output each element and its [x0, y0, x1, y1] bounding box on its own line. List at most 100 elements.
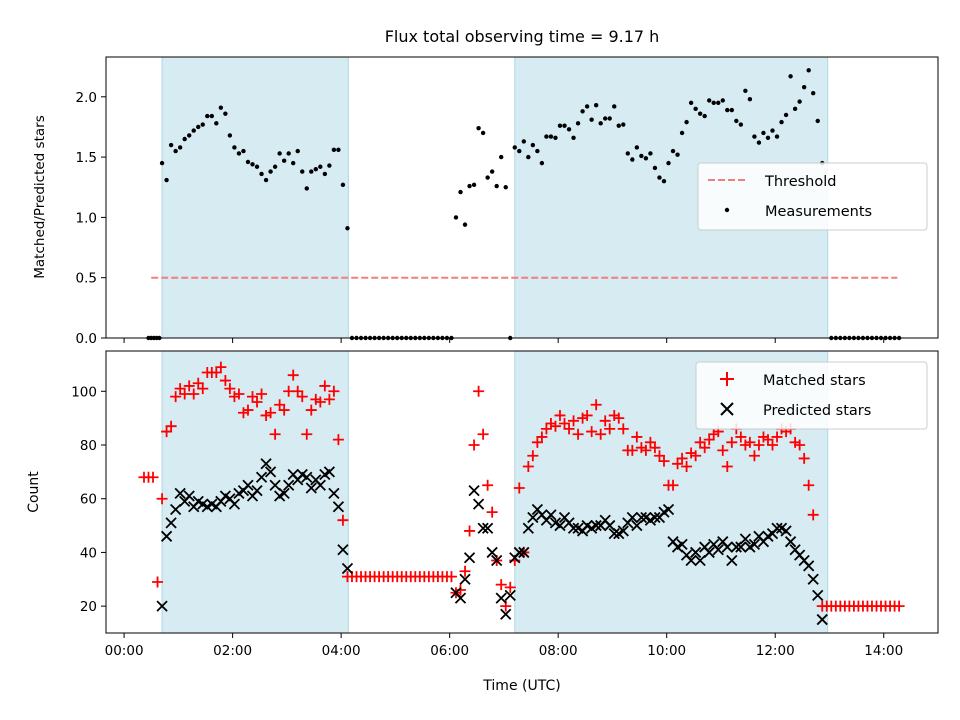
- measurement-point: [205, 113, 210, 119]
- measurement-point: [811, 90, 816, 96]
- measurement-point: [227, 133, 233, 138]
- measurement-point: [544, 134, 549, 139]
- matched-star-point: [459, 565, 471, 577]
- matched-star-point: [626, 444, 638, 456]
- measurement-point: [625, 151, 631, 156]
- matched-star-point: [251, 396, 263, 408]
- measurement-point: [548, 134, 554, 139]
- top-y-tick-label: 1.5: [76, 150, 97, 166]
- matched-star-point: [771, 431, 783, 443]
- measurement-point: [792, 106, 798, 112]
- matched-star-point: [676, 452, 688, 464]
- chart-title: Flux total observing time = 9.17 h: [385, 27, 660, 46]
- predicted-star-point: [332, 501, 345, 513]
- top-y-ticks: 0.0 0.5 1.0 1.5 2.0: [76, 90, 106, 347]
- measurement-point: [630, 157, 635, 162]
- bottom-x-ticks: 00:00 02:00 04:00 06:00 08:00 10:00 12:00 14:00: [105, 633, 903, 659]
- x-tick-label: 06:00: [430, 643, 469, 659]
- predicted-star-point: [617, 525, 629, 537]
- measurement-point: [236, 151, 242, 156]
- measurement-point: [738, 122, 744, 127]
- predicted-star-point: [816, 613, 828, 626]
- predicted-star-point: [486, 546, 498, 559]
- matched-star-point: [332, 434, 344, 446]
- measurement-point: [580, 109, 585, 114]
- matched-star-point: [219, 375, 231, 387]
- top-shaded-interval: [161, 56, 349, 339]
- predicted-star-point: [513, 546, 525, 559]
- measurement-point: [476, 125, 481, 131]
- measurement-point: [612, 104, 617, 109]
- predicted-star-point: [468, 485, 480, 497]
- measurement-point: [571, 135, 576, 141]
- measurement-point: [182, 136, 187, 142]
- predicted-legend-label: Predicted stars: [763, 403, 871, 419]
- predicted-star-point: [649, 511, 661, 524]
- measurement-point: [159, 160, 165, 166]
- matched-star-point: [767, 439, 779, 451]
- predicted-star-point: [662, 503, 675, 516]
- top-panel: 0.0 0.5 1.0 1.5 2.0 Flux total observing tim…: [32, 27, 939, 347]
- predicted-star-point: [278, 487, 290, 499]
- matched-star-point: [337, 514, 349, 526]
- matched-star-point: [522, 460, 534, 472]
- measurement-point: [521, 139, 527, 144]
- measurement-point: [702, 113, 707, 119]
- bottom-y-axis-label: Count: [26, 471, 42, 513]
- predicted-star-point: [341, 562, 354, 575]
- measurement-point: [607, 116, 612, 121]
- top-legend: Threshold Measurements: [697, 162, 928, 231]
- measurement-point: [584, 104, 590, 109]
- matched-star-point: [649, 442, 661, 454]
- measurement-point: [223, 111, 228, 116]
- matched-star-point: [269, 428, 281, 440]
- measurement-point: [657, 175, 662, 180]
- measurement-point: [471, 182, 477, 188]
- measurement-point: [806, 68, 811, 73]
- matched-star-point: [717, 444, 729, 456]
- measurement-point: [720, 98, 725, 103]
- bottom-plot-frame: [105, 350, 939, 634]
- matched-star-point: [165, 420, 177, 432]
- bottom-y-tick-label: 80: [80, 438, 97, 454]
- predicted-star-point: [463, 552, 476, 564]
- predicted-star-point: [169, 503, 182, 516]
- measurement-point: [716, 100, 721, 106]
- measurement-point: [566, 127, 572, 132]
- matched-star-point: [721, 460, 733, 472]
- measurement-point: [309, 169, 314, 174]
- predicted-star-point: [803, 560, 815, 572]
- matched-legend-swatch: [720, 372, 734, 386]
- predicted-star-point: [160, 530, 173, 542]
- measurement-point: [245, 159, 251, 165]
- measurement-point: [562, 123, 567, 128]
- matched-star-point: [323, 393, 335, 405]
- measurement-point: [209, 113, 215, 119]
- top-y-tick-label: 0.5: [76, 271, 97, 287]
- matched-star-point: [590, 399, 602, 411]
- predicted-star-point: [784, 536, 797, 548]
- predicted-star-point: [251, 485, 263, 497]
- measurement-point: [526, 154, 531, 160]
- matched-star-point: [617, 423, 629, 435]
- measurement-point: [598, 121, 603, 126]
- bottom-y-tick-label: 40: [80, 545, 97, 561]
- matched-star-point: [328, 385, 340, 397]
- measurement-point: [634, 145, 640, 150]
- predicted-star-point: [554, 519, 566, 532]
- predicted-star-point: [812, 589, 824, 602]
- measurement-point: [801, 84, 807, 90]
- measurement-point: [670, 148, 676, 154]
- predicted-star-point: [454, 592, 467, 604]
- predicted-star-point: [635, 511, 648, 524]
- measurement-point: [336, 147, 341, 153]
- bottom-y-ticks: 20 40 60 80 100: [71, 384, 106, 615]
- measurement-point: [743, 88, 748, 93]
- measurement-point: [752, 134, 757, 139]
- predicted-star-point: [183, 490, 195, 502]
- matched-star-point: [631, 431, 643, 443]
- matched-star-point: [278, 404, 290, 416]
- x-axis-label: Time (UTC): [482, 678, 560, 694]
- measurement-point: [268, 169, 273, 174]
- x-tick-label: 14:00: [864, 643, 903, 659]
